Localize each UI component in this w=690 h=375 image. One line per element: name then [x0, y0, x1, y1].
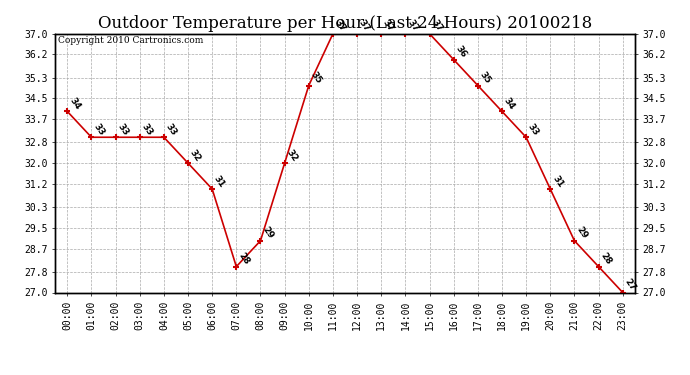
Text: 37: 37 — [333, 18, 348, 34]
Text: 35: 35 — [308, 70, 324, 86]
Text: 34: 34 — [502, 96, 517, 111]
Text: 33: 33 — [139, 122, 155, 137]
Text: 29: 29 — [261, 225, 275, 241]
Text: 33: 33 — [526, 122, 541, 137]
Text: 34: 34 — [68, 96, 82, 111]
Title: Outdoor Temperature per Hour (Last 24 Hours) 20100218: Outdoor Temperature per Hour (Last 24 Ho… — [98, 15, 592, 32]
Text: 33: 33 — [91, 122, 106, 137]
Text: 37: 37 — [429, 18, 444, 34]
Text: 37: 37 — [357, 18, 372, 34]
Text: 37: 37 — [406, 18, 420, 34]
Text: 32: 32 — [284, 148, 299, 163]
Text: Copyright 2010 Cartronics.com: Copyright 2010 Cartronics.com — [58, 36, 204, 45]
Text: 27: 27 — [622, 277, 638, 292]
Text: 37: 37 — [381, 18, 396, 34]
Text: 33: 33 — [116, 122, 130, 137]
Text: 36: 36 — [454, 44, 469, 60]
Text: 31: 31 — [213, 174, 227, 189]
Text: 35: 35 — [477, 70, 493, 86]
Text: 29: 29 — [574, 225, 589, 241]
Text: 28: 28 — [598, 251, 613, 267]
Text: 32: 32 — [188, 148, 203, 163]
Text: 33: 33 — [164, 122, 179, 137]
Text: 31: 31 — [551, 174, 565, 189]
Text: 28: 28 — [236, 251, 251, 267]
